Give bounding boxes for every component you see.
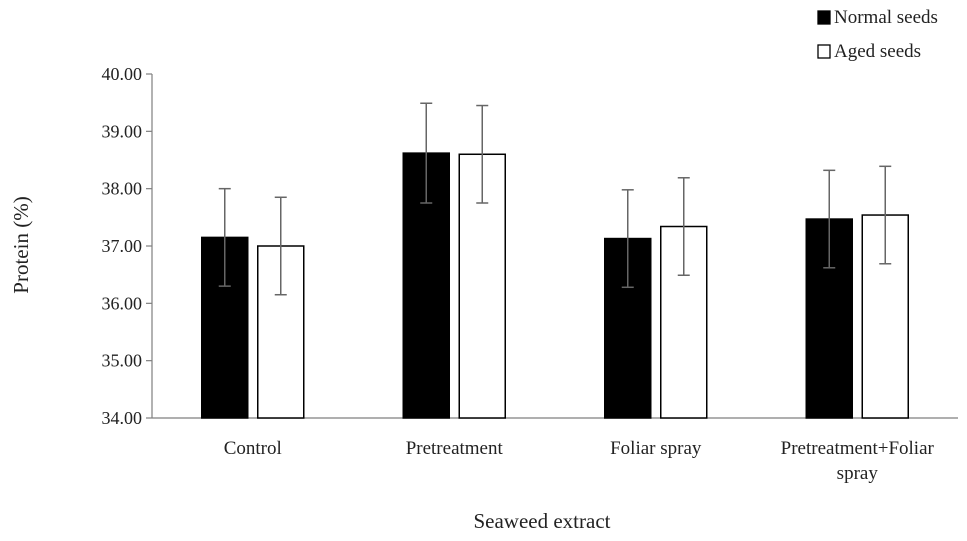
legend-swatch — [817, 44, 831, 59]
x-axis-title: Seaweed extract — [473, 509, 610, 533]
y-tick-label: 38.00 — [102, 179, 143, 199]
x-category-label: Foliar spray — [610, 438, 702, 459]
error-bars — [218, 102, 892, 296]
bars — [201, 152, 909, 419]
legend: Normal seeds Aged seeds — [817, 7, 938, 62]
y-tick-label: 39.00 — [102, 121, 143, 141]
x-category-label: Control — [224, 438, 282, 459]
y-tick-labels: 34.00 35.00 36.00 37.00 38.00 39.00 40.00 — [102, 64, 143, 428]
x-category-label: Pretreatment+Foliar — [781, 438, 935, 459]
y-tick-label: 36.00 — [102, 293, 143, 313]
x-category-label: Pretreatment — [406, 438, 504, 459]
legend-swatch — [817, 10, 831, 25]
x-category-labels: Control Pretreatment Foliar spray Pretreatm… — [224, 438, 935, 484]
y-tick-label: 34.00 — [102, 408, 143, 428]
x-category-label: spray — [837, 463, 879, 484]
legend-label: Normal seeds — [834, 7, 938, 28]
y-axis-title: Protein (%) — [9, 196, 33, 293]
legend-label: Aged seeds — [834, 41, 921, 62]
y-tick-label: 37.00 — [102, 236, 143, 256]
y-tick-label: 40.00 — [102, 64, 143, 84]
y-tick-label: 35.00 — [102, 351, 143, 371]
